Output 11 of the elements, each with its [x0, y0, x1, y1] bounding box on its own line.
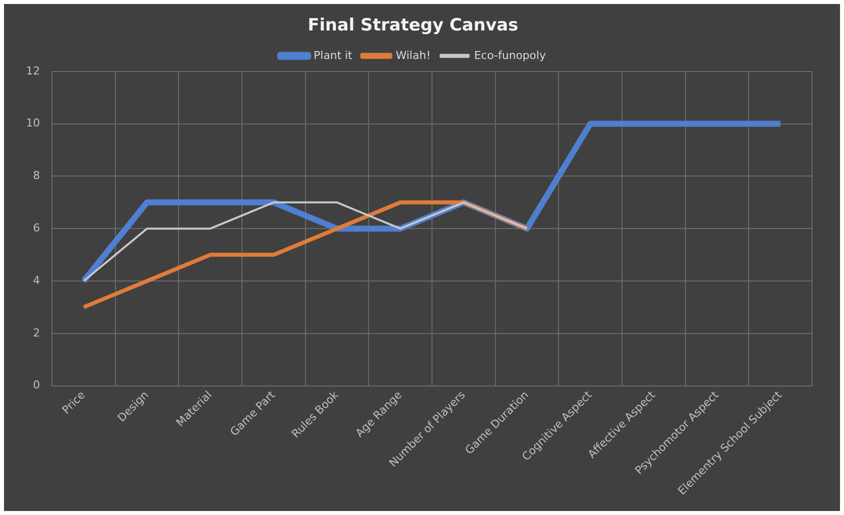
chart-title: Final Strategy Canvas	[308, 16, 518, 36]
y-tick-label: 0	[32, 378, 40, 392]
y-tick-label: 2	[32, 326, 40, 340]
y-tick-label: 12	[26, 64, 40, 78]
legend-label: Eco-funopoly	[474, 48, 546, 62]
legend-label: Wilah!	[396, 48, 431, 62]
legend-label: Plant it	[314, 48, 353, 62]
y-tick-label: 4	[32, 274, 40, 287]
y-tick-label: 8	[32, 169, 40, 182]
y-tick-label: 10	[26, 116, 40, 130]
y-tick-label: 6	[32, 221, 40, 234]
